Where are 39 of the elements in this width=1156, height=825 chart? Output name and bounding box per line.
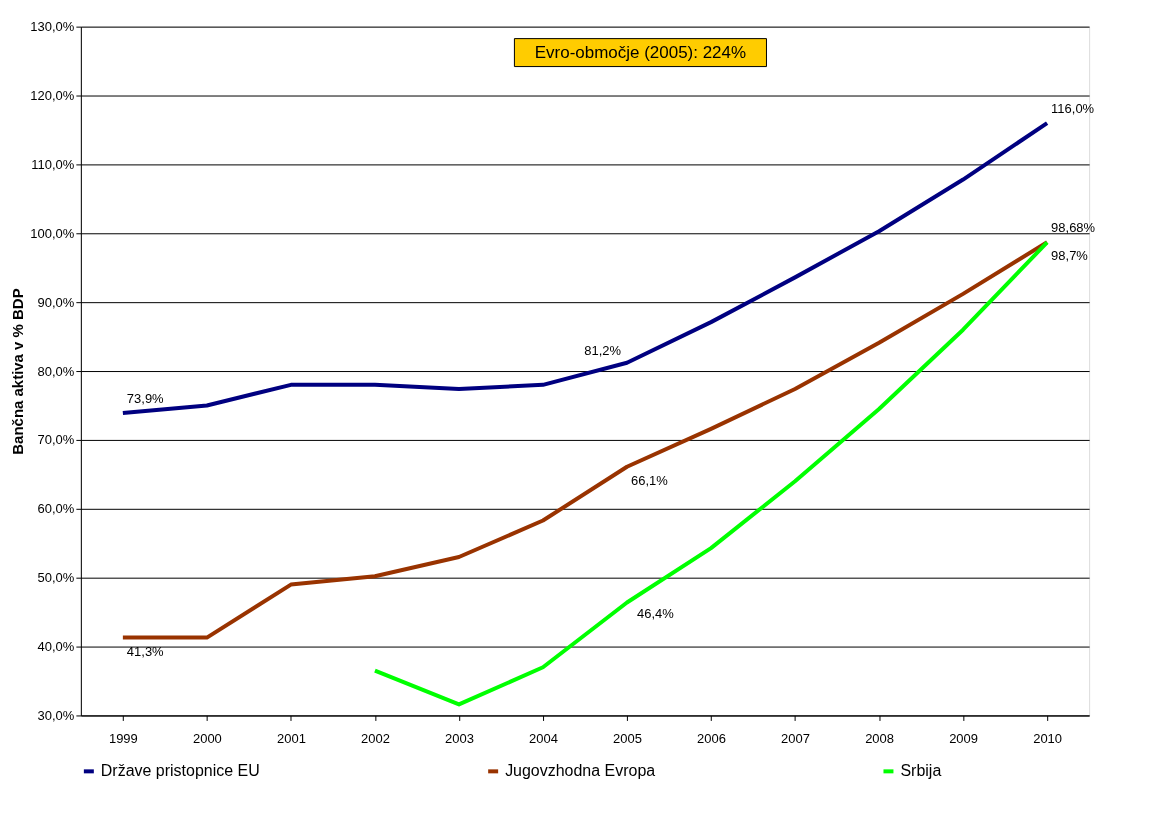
data-label: 73,9%: [126, 391, 165, 407]
x-tick-label: 2004: [529, 730, 558, 746]
x-tick-label: 2009: [949, 730, 979, 746]
y-tick-label: 30,0%: [37, 707, 75, 723]
y-tick-label: 100,0%: [30, 225, 75, 241]
x-tick-label: 2005: [613, 730, 642, 746]
y-tick-label: 40,0%: [37, 639, 75, 655]
x-tick-label: 2002: [361, 730, 390, 746]
x-tick-label: 2007: [781, 730, 810, 746]
y-tick-label: 50,0%: [37, 570, 75, 586]
x-tick-label: 1999: [108, 730, 138, 746]
x-tick-label: 2010: [1033, 730, 1063, 746]
data-label: 98,7%: [1051, 248, 1089, 264]
y-tick-label: 60,0%: [37, 501, 75, 517]
data-label: 66,1%: [630, 472, 669, 488]
legend-label: Srbija: [900, 762, 942, 780]
y-tick-label: 70,0%: [37, 432, 75, 448]
x-tick-label: 2006: [697, 730, 726, 746]
annotation: Evro-območje (2005): 224%: [534, 42, 747, 62]
data-label: 41,3%: [126, 643, 165, 659]
y-tick-label: 130,0%: [30, 19, 75, 35]
y-tick-label: 110,0%: [31, 156, 75, 172]
y-tick-label: 90,0%: [37, 294, 75, 310]
x-tick-label: 2001: [276, 730, 306, 746]
data-label: 81,2%: [584, 342, 622, 358]
line-series: [120, 240, 1050, 640]
y-tick-label: 120,0%: [30, 88, 75, 104]
x-tick-label: 2003: [445, 730, 474, 746]
data-label: 46,4%: [636, 606, 675, 622]
line-series: [120, 121, 1050, 416]
legend-label: Jugovzhodna Evropa: [505, 762, 656, 780]
x-tick-label: 2000: [192, 730, 222, 746]
line-series: [372, 240, 1050, 707]
legend-label: Države pristopnice EU: [100, 762, 260, 780]
data-label: 98,68%: [1051, 220, 1096, 236]
y-axis-title: Bančna aktiva v % BDP: [9, 288, 27, 455]
data-label: 116,0%: [1051, 101, 1095, 117]
y-tick-label: 80,0%: [37, 363, 75, 379]
x-tick-label: 2008: [865, 730, 894, 746]
